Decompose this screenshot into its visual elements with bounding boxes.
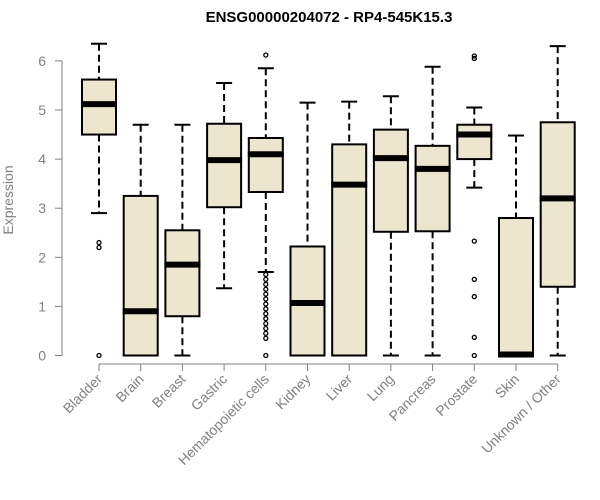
- box-rect: [122, 194, 159, 357]
- y-tick-label: 3: [38, 200, 46, 216]
- outlier-point: [263, 276, 269, 283]
- outlier-point: [471, 55, 477, 62]
- box-hematopoietic-cells: [247, 52, 284, 359]
- outlier-point: [263, 320, 269, 327]
- outlier-point: [96, 352, 102, 359]
- boxes-layer: [81, 42, 576, 359]
- box-prostate: [456, 53, 493, 359]
- x-tick-label: Kidney: [272, 371, 314, 413]
- y-axis-label: Expression: [0, 165, 16, 234]
- outlier-point: [263, 316, 269, 322]
- outlier-point: [263, 325, 269, 332]
- outlier-point: [471, 352, 477, 359]
- y-tick-label: 1: [38, 298, 46, 314]
- outlier-point: [263, 281, 269, 287]
- x-tick-label: Breast: [149, 371, 189, 411]
- y-tick-label: 2: [38, 249, 46, 265]
- x-tick-label: Lung: [364, 371, 397, 404]
- box-gastric: [206, 81, 243, 290]
- box-rect: [164, 229, 201, 318]
- box-rect: [414, 144, 451, 233]
- y-tick-label: 0: [38, 348, 46, 364]
- box-rect: [331, 143, 368, 357]
- y-tick-label: 5: [38, 102, 46, 118]
- box-rect: [498, 217, 534, 357]
- outlier-point: [263, 306, 269, 312]
- outlier-point: [263, 286, 269, 292]
- y-tick-label: 6: [38, 53, 46, 69]
- outlier-point: [263, 311, 269, 317]
- box-pancreas: [414, 65, 451, 357]
- outlier-point: [263, 330, 269, 337]
- outlier-point: [96, 239, 102, 246]
- x-tick-label: Skin: [492, 371, 523, 402]
- outlier-point: [263, 301, 269, 307]
- y-axis: 0 1 2 3 4 5 6: [38, 53, 63, 364]
- box-brain: [122, 123, 159, 357]
- box-skin: [498, 134, 534, 358]
- chart-title: ENSG00000204072 - RP4-545K15.3: [206, 9, 453, 26]
- outlier-point: [263, 52, 269, 58]
- outlier-point: [471, 53, 477, 59]
- x-tick-label: Liver: [323, 371, 356, 404]
- outlier-point: [471, 293, 477, 300]
- x-tick-label: Prostate: [432, 371, 480, 419]
- box-breast: [164, 123, 201, 357]
- outlier-point: [263, 335, 269, 341]
- outlier-point: [263, 291, 269, 297]
- outlier-point: [263, 352, 269, 359]
- x-tick-label: Brain: [112, 371, 146, 405]
- outlier-point: [471, 276, 477, 283]
- box-rect: [247, 136, 284, 193]
- box-bladder: [81, 42, 117, 359]
- box-rect: [372, 128, 409, 233]
- x-tick-label: Bladder: [60, 371, 106, 417]
- box-rect: [206, 122, 243, 209]
- box-rect: [456, 123, 493, 161]
- box-kidney: [289, 101, 326, 357]
- outlier-point: [471, 238, 477, 244]
- box-unknown-other: [539, 45, 576, 357]
- x-tick-label: Unknown / Other: [478, 371, 564, 457]
- outlier-point: [263, 271, 269, 278]
- outlier-point: [263, 296, 269, 302]
- outlier-point: [471, 334, 477, 340]
- outlier-point: [96, 244, 102, 251]
- box-liver: [331, 100, 368, 357]
- box-lung: [372, 95, 409, 357]
- y-tick-label: 4: [38, 151, 46, 167]
- box-rect: [539, 121, 576, 288]
